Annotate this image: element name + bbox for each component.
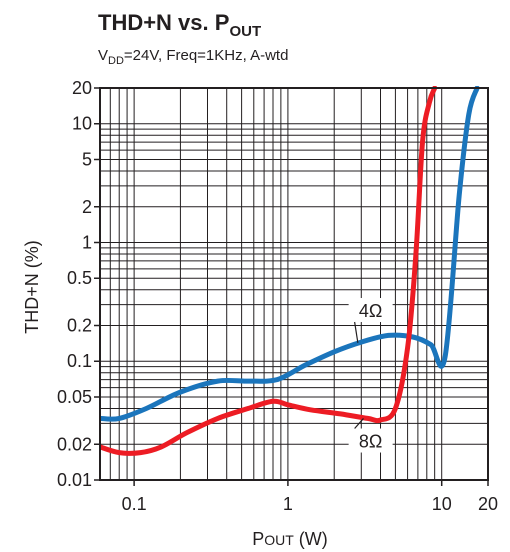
series-layer	[100, 86, 480, 456]
chart-title: THD+N vs. POUT	[98, 10, 261, 40]
x-tick-label: 1	[283, 494, 293, 514]
x-axis-label-p: P	[252, 529, 264, 549]
axis-ticks	[94, 87, 489, 486]
chart-subtitle-v-subscript: DD	[108, 55, 124, 67]
x-axis-label-out: OUT	[264, 532, 294, 548]
y-tick-label: 2	[82, 197, 92, 217]
x-axis-label: POUT (W)	[252, 529, 328, 549]
y-tick-label: 0.5	[67, 268, 92, 288]
y-tick-label: 0.05	[57, 387, 92, 407]
y-tick-label: 5	[82, 149, 92, 169]
chart-title-main: THD+N vs. P	[98, 10, 229, 35]
y-tick-label: 1	[82, 232, 92, 252]
series-line-4-ohm	[100, 86, 480, 422]
series-line-8-ohm	[100, 86, 438, 456]
annotation-label-4-ohm: 4Ω	[359, 301, 382, 321]
annotation-label-bg	[348, 428, 393, 453]
annotation-label-8-ohm: 8Ω	[359, 432, 382, 452]
x-axis-label-unit: (W)	[294, 529, 328, 549]
y-tick-label: 0.2	[67, 316, 92, 336]
y-axis-label: THD+N (%)	[22, 240, 42, 334]
y-tick-label: 0.1	[67, 351, 92, 371]
annotation-leader-line	[354, 321, 359, 343]
x-tick-label: 10	[432, 494, 452, 514]
y-tick-label: 0.02	[57, 434, 92, 454]
plot-grid	[100, 88, 488, 480]
annotation-leader-line	[354, 418, 364, 429]
chart-title-subscript: OUT	[229, 23, 261, 40]
y-tick-label: 0.01	[57, 470, 92, 490]
chart-subtitle-rest: =24V, Freq=1KHz, A-wtd	[124, 47, 289, 64]
y-tick-label: 20	[72, 78, 92, 98]
x-tick-label: 0.1	[122, 494, 147, 514]
chart-subtitle: VDD=24V, Freq=1KHz, A-wtd	[98, 47, 288, 67]
annotations: 4Ω 8Ω	[348, 298, 393, 453]
plot-frame	[99, 87, 489, 481]
x-tick-label: 20	[478, 494, 498, 514]
y-tick-label: 10	[72, 114, 92, 134]
annotation-label-bg	[348, 298, 393, 323]
tick-labels: 0.01 0.02 0.05 0.1 0.2 0.5 1 2 5 10 20 0.1 1 10 20	[57, 78, 498, 514]
chart-subtitle-v: V	[98, 47, 108, 64]
